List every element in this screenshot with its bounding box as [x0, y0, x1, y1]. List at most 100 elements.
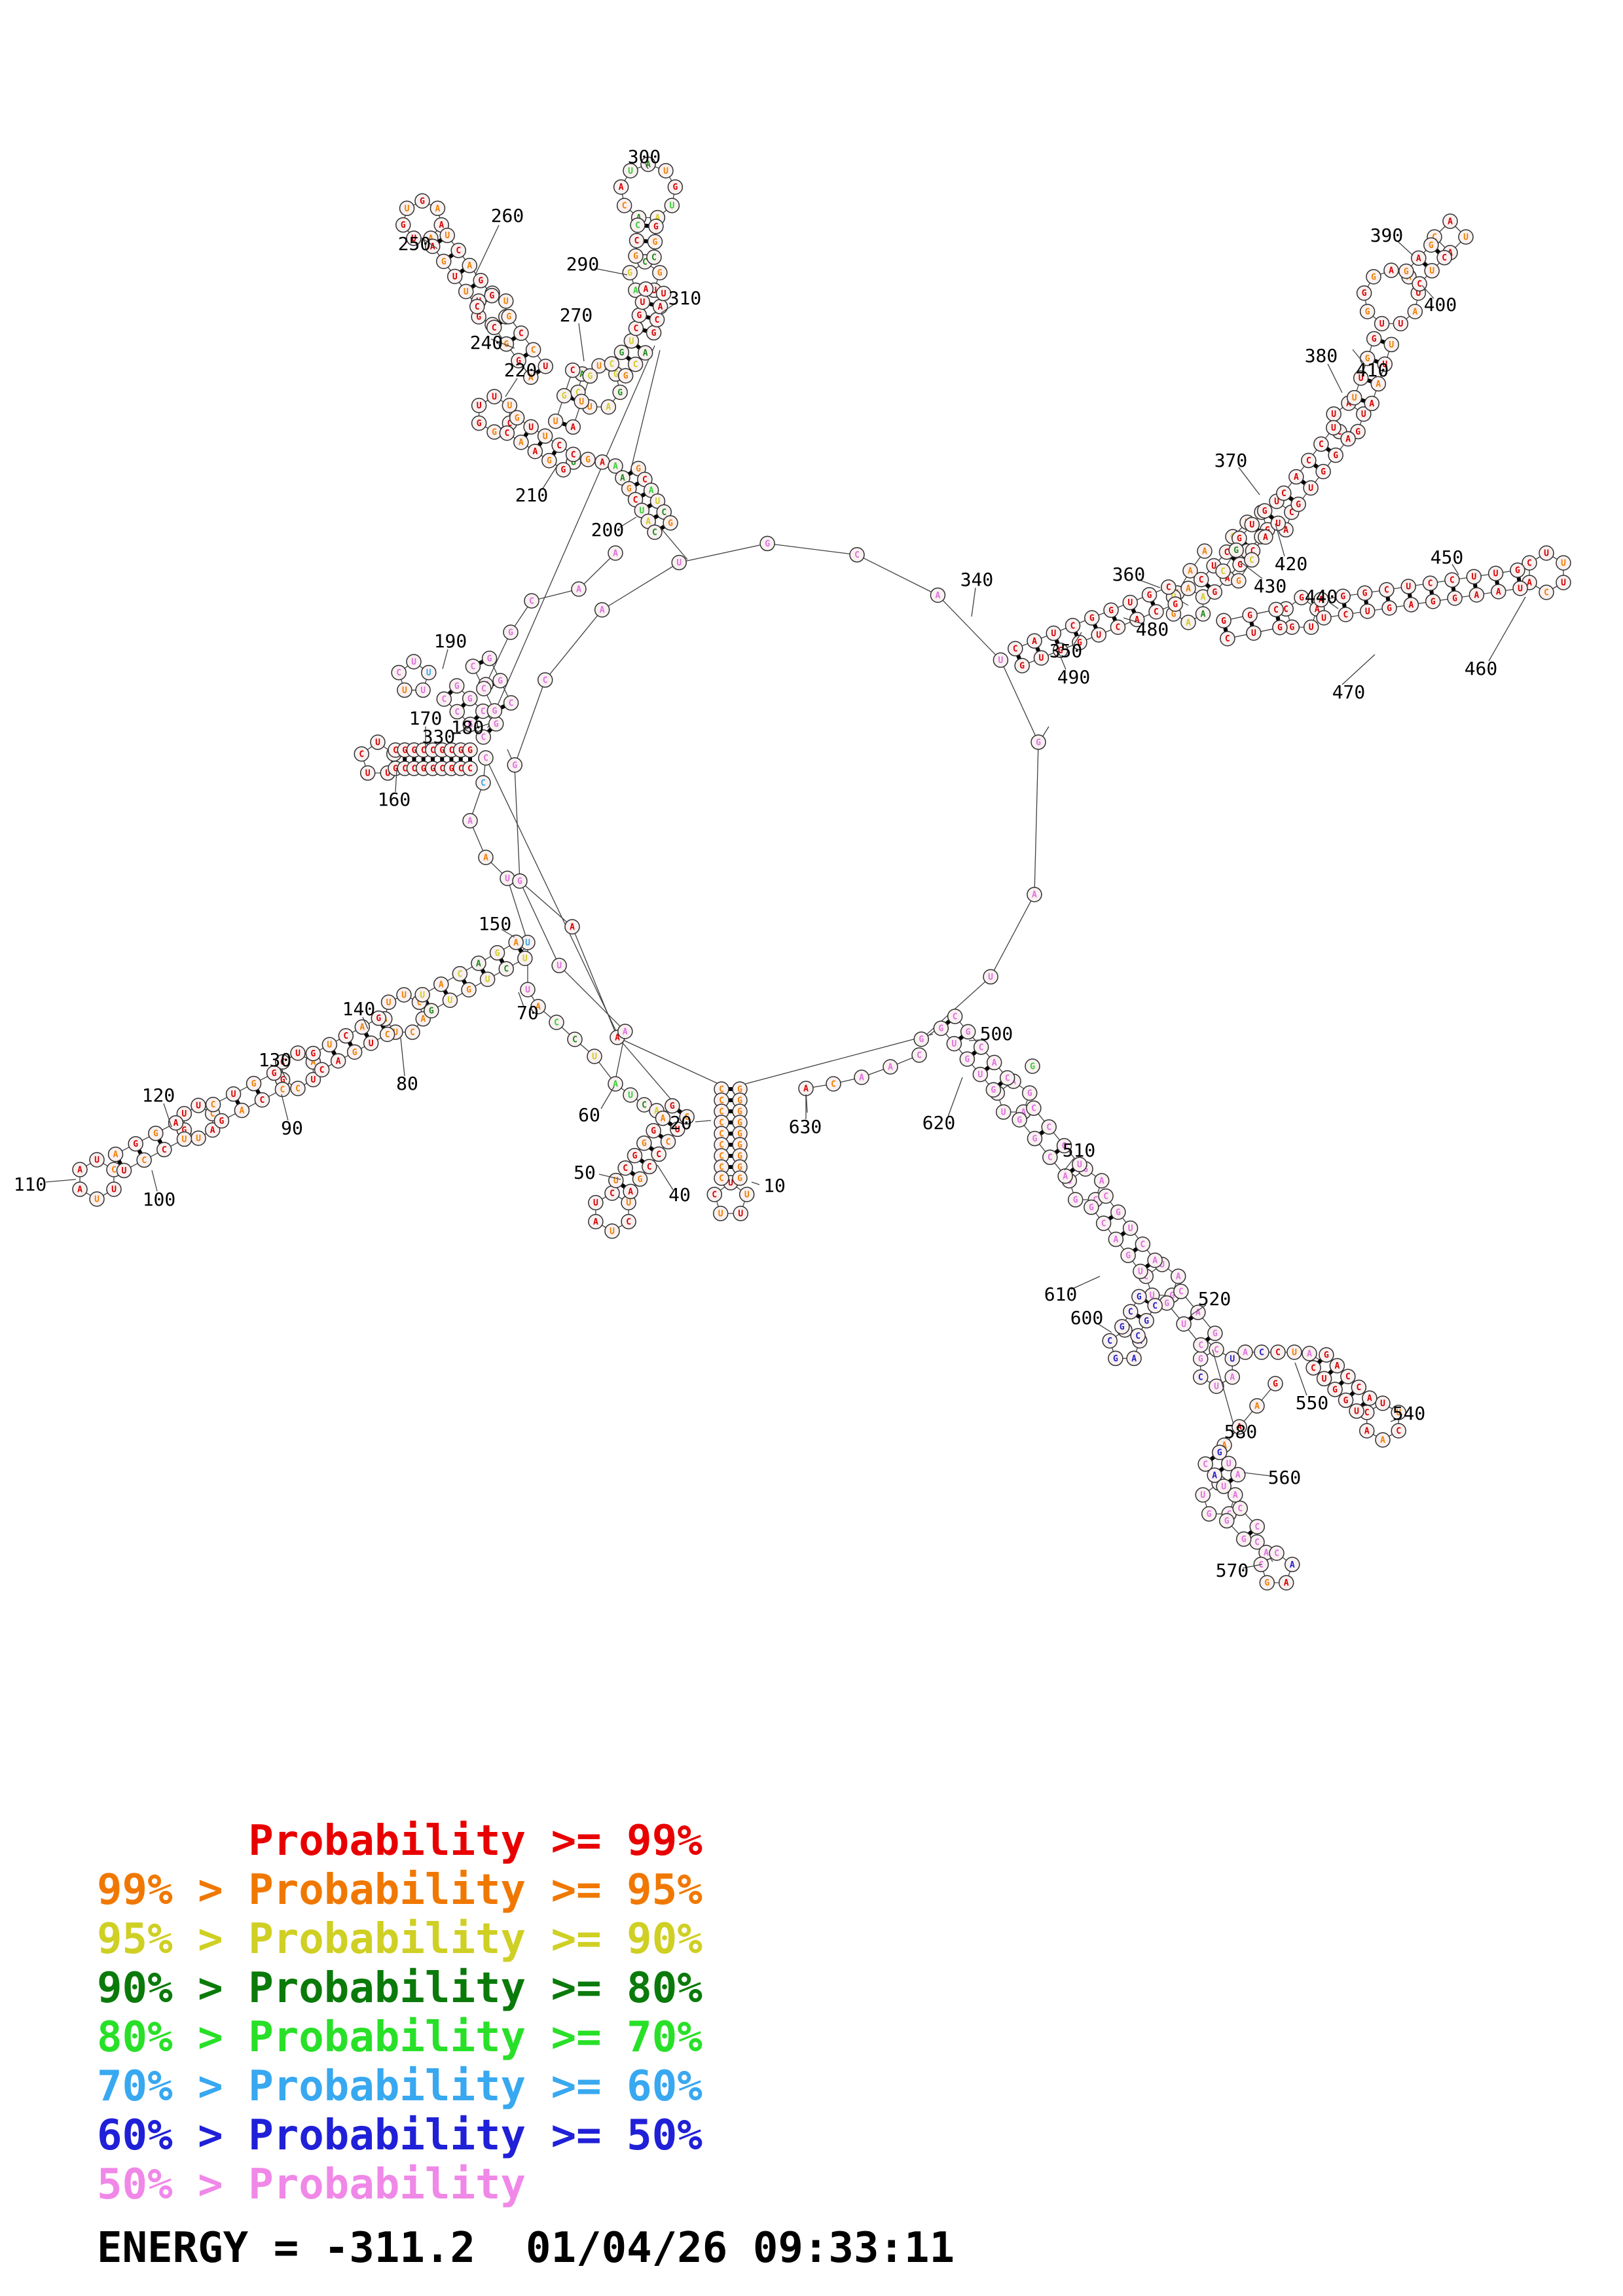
svg-text:G: G: [1365, 308, 1370, 317]
svg-text:U: U: [485, 975, 490, 985]
svg-text:U: U: [448, 996, 453, 1006]
svg-text:C: C: [719, 1141, 724, 1151]
svg-text:U: U: [1398, 319, 1403, 329]
svg-text:G: G: [441, 257, 447, 267]
nucleotide: [608, 545, 623, 561]
svg-text:C: C: [1152, 1301, 1158, 1311]
svg-text:A: A: [435, 204, 441, 214]
nucleotide: [648, 219, 664, 234]
svg-text:C: C: [1154, 607, 1159, 617]
svg-text:U: U: [651, 286, 657, 296]
nucleotide: [107, 1146, 124, 1162]
svg-text:A: A: [1367, 1394, 1372, 1404]
nucleotide: [637, 345, 653, 361]
svg-text:U: U: [1214, 1382, 1219, 1392]
svg-text:C: C: [979, 1043, 984, 1052]
svg-text:C: C: [1544, 588, 1549, 598]
svg-text:G: G: [1296, 500, 1301, 510]
svg-text:C: C: [519, 329, 524, 339]
svg-text:G: G: [966, 1028, 971, 1037]
nucleotide: [1425, 594, 1441, 609]
position-label: 220: [504, 359, 538, 381]
svg-text:G: G: [1515, 566, 1520, 576]
nucleotide: [1014, 658, 1030, 673]
svg-text:C: C: [917, 1051, 922, 1061]
svg-text:C: C: [295, 1085, 301, 1094]
position-label: 420: [1275, 553, 1308, 575]
svg-text:U: U: [182, 1135, 187, 1145]
svg-text:G: G: [1083, 1165, 1088, 1175]
nucleotide: [499, 425, 515, 441]
nucleotide: [623, 163, 638, 179]
nucleotide: [663, 515, 678, 531]
svg-text:U: U: [196, 1102, 201, 1111]
svg-text:A: A: [1389, 266, 1394, 276]
nucleotide: [1207, 1325, 1223, 1341]
svg-text:G: G: [1113, 1354, 1118, 1364]
svg-text:C: C: [458, 764, 464, 774]
position-label: 340: [960, 569, 994, 590]
position-label: 110: [14, 1174, 47, 1195]
svg-text:C: C: [1101, 1219, 1106, 1229]
svg-text:U: U: [1359, 374, 1364, 384]
nucleotide: [1303, 480, 1319, 496]
svg-text:U: U: [1354, 1407, 1359, 1416]
nucleotide: [670, 1121, 685, 1138]
svg-text:U: U: [661, 289, 666, 299]
svg-text:G: G: [633, 252, 638, 262]
nucleotide: [1276, 485, 1292, 501]
svg-text:A: A: [483, 853, 488, 863]
svg-text:C: C: [554, 1018, 559, 1028]
nucleotide: [640, 156, 656, 172]
svg-text:G: G: [498, 676, 503, 686]
svg-text:C: C: [1384, 586, 1389, 596]
nucleotide: [1148, 603, 1164, 620]
nucleotide: [452, 966, 468, 982]
nucleotide: [632, 1171, 648, 1187]
svg-text:A: A: [476, 959, 481, 969]
nucleotide: [1267, 1376, 1283, 1391]
nucleotide: [435, 253, 452, 270]
nucleotide: [330, 1053, 346, 1069]
svg-text:A: A: [600, 605, 605, 615]
svg-text:U: U: [1230, 1355, 1235, 1365]
svg-text:G: G: [737, 1107, 742, 1117]
svg-text:G: G: [1429, 241, 1434, 251]
nucleotide: [1108, 1350, 1123, 1367]
svg-text:G: G: [670, 1102, 675, 1111]
nucleotide: [600, 399, 617, 415]
svg-text:G: G: [1030, 1062, 1035, 1072]
svg-text:U: U: [639, 506, 644, 516]
svg-text:U: U: [375, 738, 380, 748]
nucleotide: [1025, 1058, 1040, 1074]
svg-text:C: C: [456, 246, 461, 256]
nucleotide: [1364, 395, 1380, 412]
nucleotide: [551, 437, 567, 454]
svg-text:G: G: [672, 183, 678, 192]
svg-text:G: G: [1321, 467, 1326, 477]
svg-text:G: G: [1017, 1115, 1022, 1125]
svg-text:G: G: [1241, 1535, 1247, 1545]
svg-text:U: U: [587, 403, 593, 412]
svg-text:A: A: [1201, 610, 1206, 620]
nucleotide: [999, 1070, 1015, 1086]
svg-text:A: A: [1233, 1490, 1238, 1500]
svg-text:A: A: [1345, 435, 1351, 444]
svg-text:A: A: [576, 585, 581, 595]
nucleotide: [1242, 607, 1258, 623]
nucleotide: [449, 704, 465, 720]
nucleotide: [380, 994, 397, 1011]
svg-text:G: G: [737, 1130, 742, 1139]
svg-text:U: U: [365, 769, 371, 779]
svg-text:G: G: [638, 1175, 643, 1185]
svg-text:A: A: [1263, 533, 1268, 543]
svg-text:A: A: [1176, 1272, 1181, 1282]
svg-text:G: G: [1371, 272, 1376, 282]
nucleotide: [1338, 607, 1354, 622]
nucleotide: [1466, 569, 1482, 584]
svg-text:U: U: [1331, 410, 1336, 420]
nucleotide: [486, 319, 502, 336]
svg-text:A: A: [1212, 1471, 1217, 1480]
nucleotide: [501, 308, 517, 325]
nucleotide: [638, 281, 654, 297]
